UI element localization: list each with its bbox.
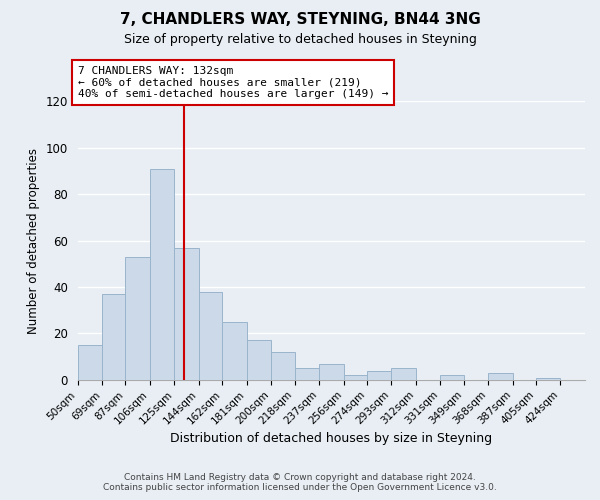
- Bar: [271, 352, 295, 380]
- Bar: [102, 294, 125, 380]
- Text: 7, CHANDLERS WAY, STEYNING, BN44 3NG: 7, CHANDLERS WAY, STEYNING, BN44 3NG: [119, 12, 481, 28]
- Text: 7 CHANDLERS WAY: 132sqm
← 60% of detached houses are smaller (219)
40% of semi-d: 7 CHANDLERS WAY: 132sqm ← 60% of detache…: [77, 66, 388, 99]
- Bar: [295, 368, 319, 380]
- Bar: [150, 168, 175, 380]
- Bar: [175, 248, 199, 380]
- Bar: [440, 375, 464, 380]
- Bar: [367, 370, 391, 380]
- Bar: [247, 340, 271, 380]
- Bar: [199, 292, 222, 380]
- Bar: [488, 373, 513, 380]
- Bar: [344, 375, 367, 380]
- Y-axis label: Number of detached properties: Number of detached properties: [27, 148, 40, 334]
- Bar: [391, 368, 416, 380]
- Text: Size of property relative to detached houses in Steyning: Size of property relative to detached ho…: [124, 32, 476, 46]
- Text: Contains HM Land Registry data © Crown copyright and database right 2024.
Contai: Contains HM Land Registry data © Crown c…: [103, 473, 497, 492]
- Bar: [125, 257, 150, 380]
- X-axis label: Distribution of detached houses by size in Steyning: Distribution of detached houses by size …: [170, 432, 493, 445]
- Bar: [222, 322, 247, 380]
- Bar: [319, 364, 344, 380]
- Bar: [536, 378, 560, 380]
- Bar: [77, 345, 102, 380]
